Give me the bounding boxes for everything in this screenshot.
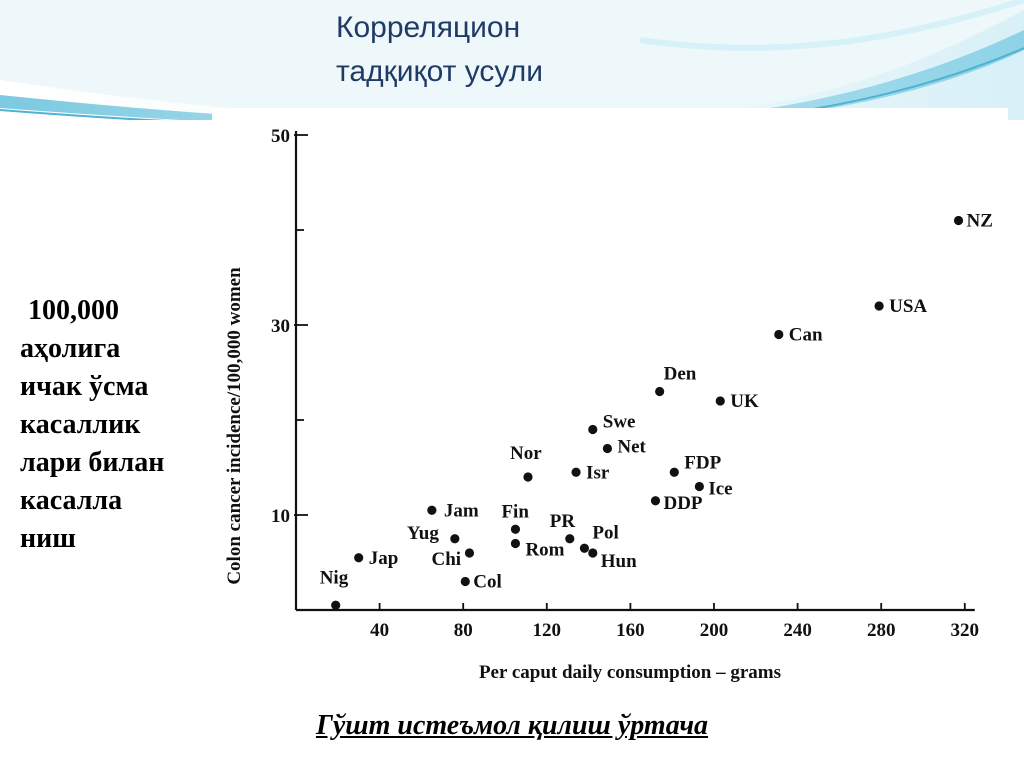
data-point (715, 396, 725, 406)
data-point-label: Pol (592, 522, 618, 543)
data-point-label: Nig (320, 567, 349, 588)
data-point (588, 548, 598, 558)
data-point (655, 386, 665, 397)
data-point-label: Col (473, 572, 502, 593)
data-point (602, 443, 613, 454)
slide-title-line-2: тадқиқот усули (336, 55, 543, 88)
side-description-line: касалла (20, 485, 123, 516)
data-point (450, 534, 460, 544)
data-point-label: FDP (684, 452, 721, 473)
data-point (588, 424, 598, 435)
data-point (774, 329, 784, 340)
title-banner-decoration (0, 0, 1024, 120)
data-point-label: Jam (444, 500, 479, 521)
data-point-label: NZ (967, 211, 993, 232)
x-tick-label: 280 (867, 620, 896, 641)
side-description-line: 100,000 (28, 295, 119, 326)
data-point (331, 600, 341, 610)
side-description-line: ичак ўсма (20, 371, 149, 402)
data-point (650, 496, 661, 506)
data-point-label: DDP (663, 493, 702, 514)
data-point-label: Den (664, 364, 697, 385)
data-point-label: Net (617, 437, 646, 458)
y-tick-label: 50 (271, 126, 290, 147)
chart-axes (294, 131, 975, 612)
data-point (460, 576, 470, 587)
data-point-label: Ice (708, 479, 732, 500)
data-point (571, 467, 581, 477)
x-axis-label: Per caput daily consumption – grams (479, 662, 781, 683)
data-point (579, 543, 590, 553)
data-point (464, 548, 475, 558)
data-point (510, 538, 521, 549)
data-point (523, 472, 533, 482)
data-point-label: Can (789, 325, 823, 346)
side-description-line: касаллик (20, 409, 141, 440)
x-tick-label: 240 (783, 620, 812, 641)
slide-title: Корреляцион тадқиқот усули (336, 6, 543, 94)
slide-title-line-1: Корреляцион (336, 11, 521, 44)
y-axis-label: Colon cancer incidence/100,000 women (224, 267, 245, 585)
chart-background (212, 108, 1008, 708)
x-tick-label: 120 (533, 620, 562, 641)
scatter-chart: 40 80 120 160 200 240 280 320 10 30 50 Nig Jap JamY… (212, 108, 1008, 708)
data-point-label: Isr (586, 462, 610, 483)
x-axis-ticks: 40 80 120 160 200 240 280 320 (370, 603, 979, 641)
data-point (354, 553, 364, 563)
x-tick-label: 80 (454, 620, 473, 641)
x-tick-label: 40 (370, 620, 389, 641)
data-point (694, 481, 704, 492)
data-point (427, 505, 437, 515)
data-point (953, 215, 964, 226)
x-tick-label: 320 (951, 620, 980, 641)
data-point-label: Hun (601, 551, 637, 572)
side-description-line: лари билан (20, 447, 165, 478)
side-description: 100,000 аҳолига ичак ўсма касаллик лари … (20, 292, 210, 558)
data-point (565, 534, 575, 544)
data-point (874, 301, 884, 311)
x-tick-label: 200 (700, 620, 729, 641)
y-axis-ticks: 10 30 50 (271, 126, 308, 527)
data-point (510, 524, 521, 534)
y-tick-label: 10 (271, 506, 290, 527)
side-description-line: аҳолига (20, 333, 121, 364)
x-tick-label: 160 (616, 620, 645, 641)
data-point (669, 467, 679, 477)
side-description-line: ниш (20, 523, 76, 554)
data-point-label: Swe (603, 412, 636, 433)
data-point-label: Jap (369, 548, 399, 569)
data-point-label: UK (730, 391, 759, 412)
data-point-label: USA (889, 296, 927, 317)
chart-caption: Гўшт истеъмол қилиш ўртача (0, 706, 1024, 746)
y-tick-label: 30 (271, 316, 290, 337)
data-point-label: Chi (431, 549, 461, 570)
chart-caption-text: Гўшт истеъмол қилиш ўртача (315, 710, 709, 741)
data-point-label: Rom (525, 540, 564, 561)
data-point-label: PR (550, 511, 576, 532)
data-point-label: Yug (407, 523, 440, 544)
data-point-label: Nor (510, 443, 542, 464)
data-point-label: Fin (501, 501, 529, 522)
